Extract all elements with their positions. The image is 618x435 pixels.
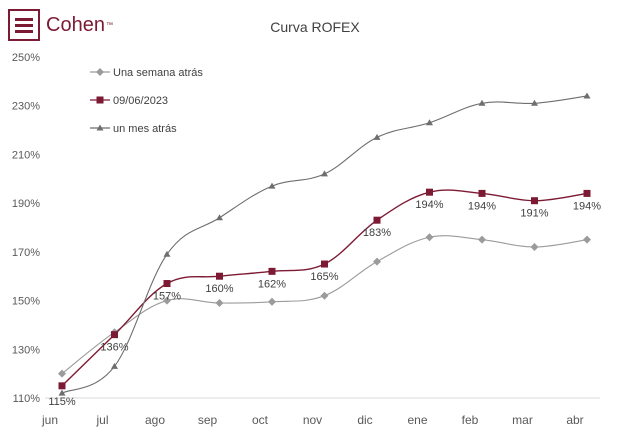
data-point (373, 133, 381, 140)
series-line (61, 235, 588, 375)
series-layer (58, 92, 591, 396)
data-point (426, 119, 433, 126)
legend: Una semana atrás 09/06/2023 un mes atrás (90, 67, 203, 135)
data-point (320, 291, 329, 300)
y-tick-label: 230% (12, 101, 40, 113)
cohen-logo-icon (8, 9, 40, 41)
brand-name: Cohen (46, 13, 105, 36)
y-tick-label: 170% (12, 247, 40, 259)
legend-label: 09/06/2023 (113, 95, 168, 107)
data-label: 194% (573, 200, 601, 212)
data-point (163, 250, 171, 257)
data-point (268, 297, 276, 306)
data-point (58, 389, 66, 396)
data-point (321, 170, 328, 177)
legend-label: un mes atrás (113, 123, 177, 135)
data-point (478, 189, 486, 197)
data-point (478, 99, 486, 106)
series-triangle (58, 92, 591, 396)
data-point (268, 182, 276, 189)
series-diamond (58, 233, 591, 378)
cohen-logo: Cohen ™ (8, 8, 113, 42)
y-tick-label: 250% (12, 52, 40, 64)
x-tick-label: mar (512, 413, 533, 427)
data-label: 136% (100, 342, 128, 354)
legend-marker (96, 96, 104, 104)
y-axis: 110% 130% 150% 170% 190% 210% 230% 250% (12, 52, 40, 405)
data-point (163, 280, 171, 288)
x-tick-label: dic (357, 413, 372, 427)
data-label: 165% (310, 271, 338, 283)
data-point (583, 235, 591, 244)
data-label: 115% (48, 396, 76, 408)
series-square (58, 188, 591, 390)
data-point (216, 214, 223, 221)
y-tick-label: 150% (12, 296, 40, 308)
data-point (531, 197, 538, 205)
y-tick-label: 190% (12, 198, 40, 210)
legend-label: Una semana atrás (113, 67, 203, 79)
legend-item: un mes atrás (90, 123, 177, 135)
data-point (321, 260, 328, 268)
x-tick-label: abr (566, 413, 583, 427)
x-tick-label: jul (95, 413, 108, 427)
data-point (426, 188, 433, 196)
data-point (111, 362, 118, 369)
chart-title: Curva ROFEX (270, 19, 360, 35)
data-point (531, 99, 538, 106)
data-label: 194% (415, 199, 443, 211)
data-label: 194% (468, 200, 496, 212)
legend-item: 09/06/2023 (90, 95, 168, 107)
x-axis: jun jul ago sep oct nov dic ene feb mar abr (41, 397, 600, 427)
data-point (583, 189, 591, 197)
data-point (425, 233, 434, 242)
legend-marker (96, 68, 104, 76)
y-tick-label: 130% (12, 344, 40, 356)
data-point (58, 382, 66, 390)
x-tick-label: ene (407, 413, 427, 427)
brand-trademark: ™ (105, 21, 113, 29)
data-point (215, 299, 224, 308)
data-label: 157% (153, 291, 181, 303)
data-label: 160% (205, 283, 233, 295)
x-tick-label: ago (145, 413, 165, 427)
x-tick-label: jun (41, 413, 58, 427)
data-label: 191% (520, 208, 548, 220)
data-label: 162% (258, 278, 286, 290)
data-labels: 115% 136% 157% 160% 162% 165% 183% 194% 194% 191%… (48, 199, 601, 408)
x-tick-label: nov (303, 413, 322, 427)
series-line (61, 95, 588, 394)
data-point (373, 257, 381, 266)
x-tick-label: feb (462, 413, 479, 427)
data-point (583, 92, 591, 99)
data-point (373, 216, 381, 224)
legend-item: Una semana atrás (90, 67, 203, 79)
y-tick-label: 110% (13, 393, 41, 405)
data-point (530, 242, 539, 251)
data-point (58, 369, 66, 378)
data-point (111, 331, 118, 339)
data-point (216, 272, 223, 280)
data-point (163, 296, 171, 305)
series-line (61, 189, 588, 387)
x-tick-label: sep (198, 413, 218, 427)
data-point (478, 235, 486, 244)
data-point (268, 267, 276, 275)
y-tick-label: 210% (12, 149, 40, 161)
data-label: 183% (363, 227, 391, 239)
x-tick-label: oct (252, 413, 269, 427)
legend-marker (96, 124, 104, 131)
